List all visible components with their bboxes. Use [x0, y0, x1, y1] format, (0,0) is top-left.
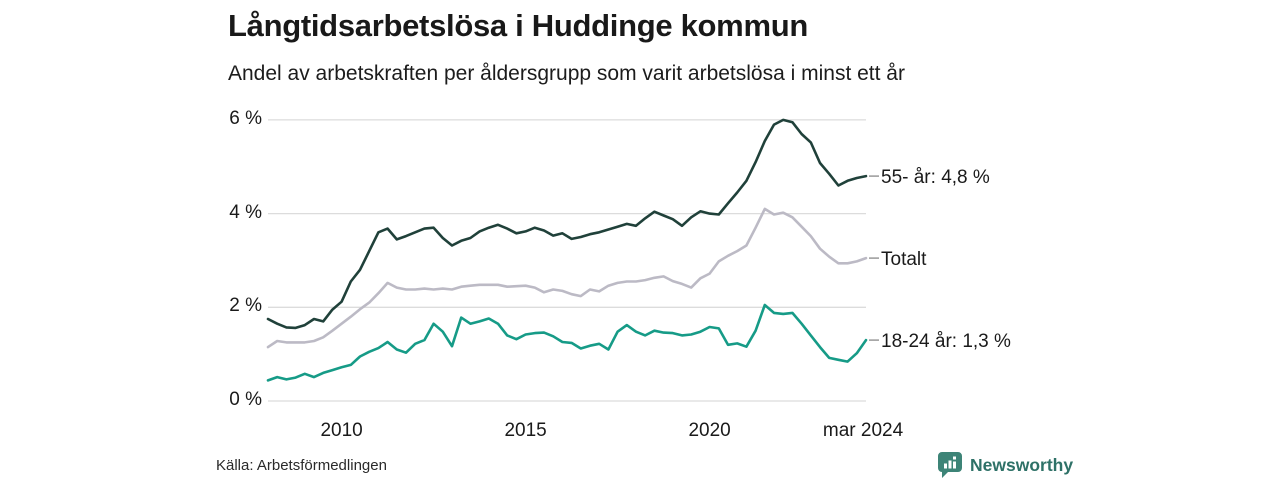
branding-name: Newsworthy — [970, 454, 1074, 475]
newsworthy-bar-chart-bubble-icon — [938, 452, 962, 478]
x-tick-label-2015: 2015 — [504, 420, 547, 441]
series-label-55-ar: 55- år: 4,8 % — [881, 167, 990, 189]
y-tick-label-2: 2 % — [229, 295, 262, 317]
page-title: Långtidsarbetslösa i Huddinge kommun — [228, 8, 808, 43]
series-line-totalt — [266, 207, 868, 349]
y-tick-label-4: 4 % — [229, 201, 262, 223]
source-note: Källa: Arbetsförmedlingen — [216, 457, 387, 474]
series-line-55-ar — [266, 118, 868, 330]
series-label-totalt: Totalt — [881, 249, 927, 271]
y-tick-label-6: 6 % — [229, 107, 262, 129]
branding: Newsworthy — [936, 451, 1073, 479]
x-tick-label-2010: 2010 — [320, 420, 363, 441]
series-label-18-24-ar: 18-24 år: 1,3 % — [881, 331, 1011, 353]
page-subtitle: Andel av arbetskraften per åldersgrupp s… — [228, 62, 905, 85]
x-tick-label-mar-2024: mar 2024 — [822, 420, 904, 441]
y-tick-label-0: 0 % — [229, 389, 262, 410]
series-line-18-24-ar — [266, 303, 868, 382]
x-tick-label-2020: 2020 — [688, 420, 731, 441]
